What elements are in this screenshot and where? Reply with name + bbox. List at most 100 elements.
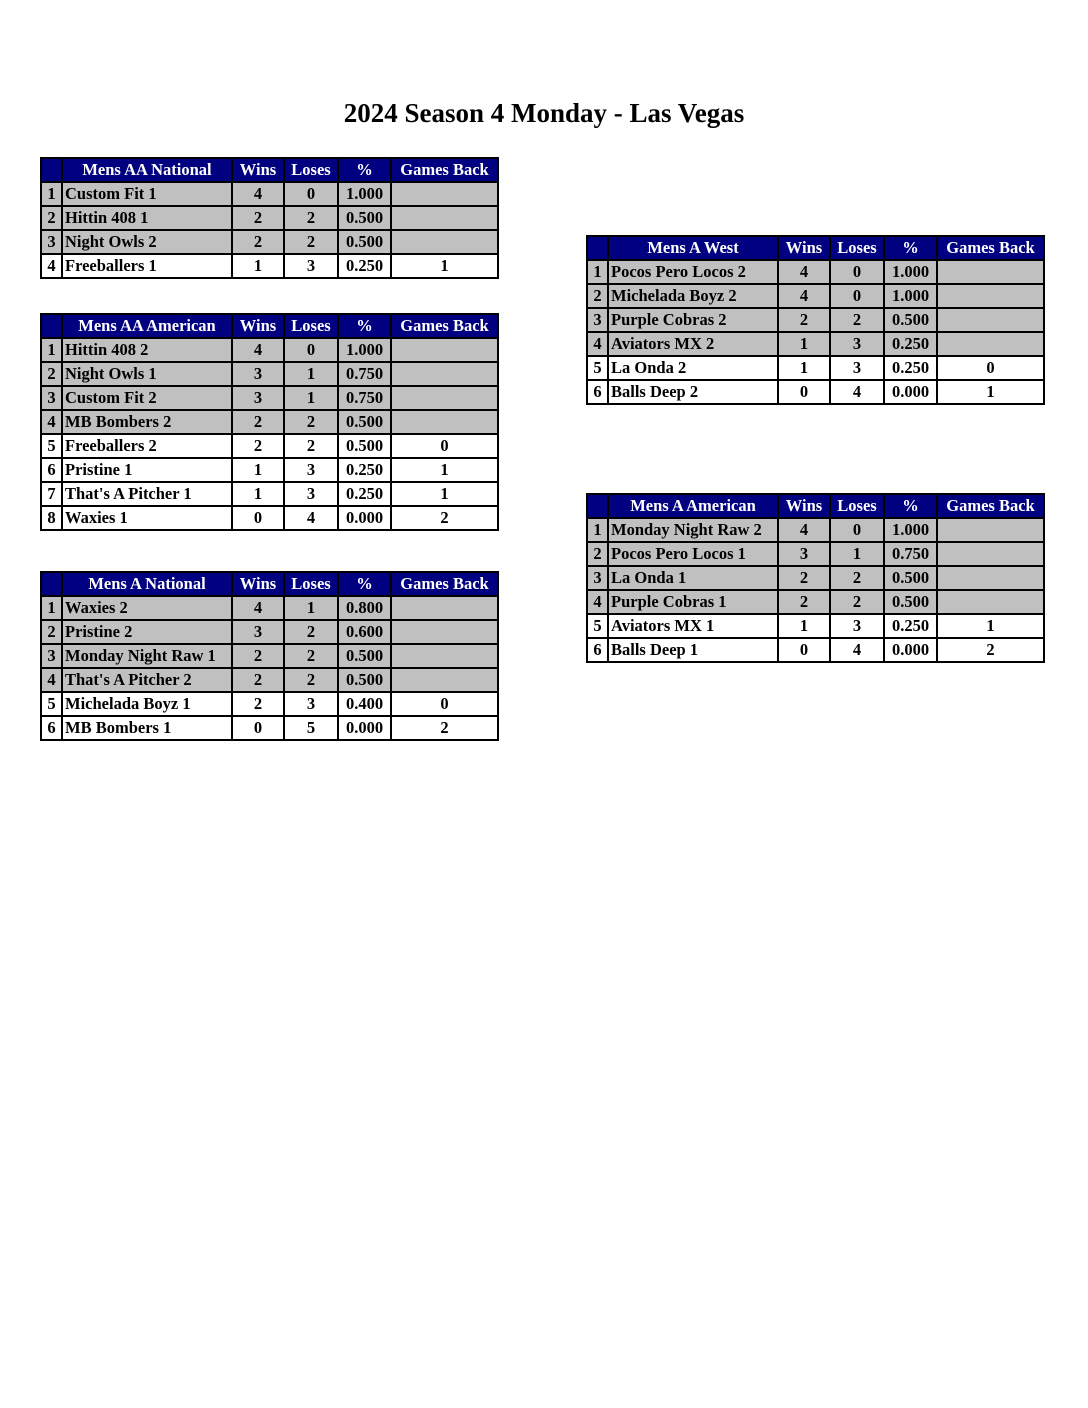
pct-cell: 0.500 [883,589,938,615]
rank-cell: 1 [40,595,63,621]
pct-header: % [883,493,938,519]
team-name-cell: Aviators MX 2 [607,331,779,357]
rank-cell: 1 [586,517,609,543]
loses-cell: 2 [829,307,885,333]
rank-cell: 6 [586,637,609,663]
team-name-cell: Pocos Pero Locos 2 [607,259,779,285]
wins-header: Wins [231,157,285,183]
games-back-cell [390,667,499,693]
loses-cell: 3 [283,481,339,507]
wins-cell: 2 [231,691,285,717]
rank-cell: 4 [586,331,609,357]
rank-cell: 5 [40,433,63,459]
loses-cell: 2 [283,229,339,255]
wins-cell: 3 [777,541,831,567]
team-name-cell: Waxies 1 [61,505,233,531]
games-back-header: Games Back [390,571,499,597]
table-row: 3 Custom Fit 2 3 1 0.750 [40,385,499,411]
loses-header: Loses [829,235,885,261]
loses-cell: 3 [283,253,339,279]
team-name-cell: Hittin 408 2 [61,337,233,363]
header-row: Mens A American Wins Loses% Games Back [586,493,1045,519]
loses-cell: 2 [283,409,339,435]
rank-cell: 1 [40,337,63,363]
wins-cell: 2 [231,205,285,231]
table-row: 6 Balls Deep 2 0 4 0.000 1 [586,379,1045,405]
games-back-cell [936,307,1045,333]
pct-cell: 0.800 [337,595,392,621]
team-name-cell: Monday Night Raw 2 [607,517,779,543]
rank-header [586,235,609,261]
pct-cell: 0.000 [883,379,938,405]
games-back-cell: 2 [936,637,1045,663]
rank-cell: 4 [40,667,63,693]
pct-cell: 0.000 [883,637,938,663]
games-back-header: Games Back [390,313,499,339]
pct-cell: 1.000 [337,181,392,207]
games-back-cell [390,361,499,387]
games-back-cell [390,229,499,255]
rank-header [40,313,63,339]
wins-cell: 2 [231,409,285,435]
loses-cell: 0 [829,283,885,309]
table-row: 5 Michelada Boyz 1 2 3 0.400 0 [40,691,499,717]
table-row: 3 Night Owls 2 2 2 0.500 [40,229,499,255]
games-back-cell: 0 [390,691,499,717]
games-back-header: Games Back [390,157,499,183]
table-row: 2 Michelada Boyz 2 4 0 1.000 [586,283,1045,309]
wins-cell: 1 [777,613,831,639]
team-name-cell: Pocos Pero Locos 1 [607,541,779,567]
loses-cell: 3 [829,331,885,357]
pct-cell: 0.750 [337,385,392,411]
pct-cell: 0.250 [337,457,392,483]
wins-cell: 0 [777,379,831,405]
team-name-cell: Custom Fit 1 [61,181,233,207]
table-row: 6 Pristine 1 1 3 0.250 1 [40,457,499,483]
team-name-cell: That's A Pitcher 2 [61,667,233,693]
pct-cell: 1.000 [883,283,938,309]
wins-cell: 2 [777,589,831,615]
division-title: Mens A National [61,571,233,597]
wins-cell: 1 [231,253,285,279]
rank-cell: 3 [40,643,63,669]
loses-cell: 2 [283,433,339,459]
team-name-cell: Custom Fit 2 [61,385,233,411]
pct-cell: 0.500 [883,307,938,333]
table-row: 4 Aviators MX 2 1 3 0.250 [586,331,1045,357]
games-back-cell [936,517,1045,543]
team-name-cell: Hittin 408 1 [61,205,233,231]
table-row: 6 MB Bombers 1 0 5 0.000 2 [40,715,499,741]
table-row: 1 Hittin 408 2 4 0 1.000 [40,337,499,363]
wins-cell: 2 [231,229,285,255]
games-back-header: Games Back [936,493,1045,519]
loses-header: Loses [283,157,339,183]
team-name-cell: La Onda 2 [607,355,779,381]
pct-cell: 0.250 [883,331,938,357]
loses-cell: 0 [283,337,339,363]
loses-header: Loses [829,493,885,519]
games-back-cell: 2 [390,505,499,531]
loses-cell: 3 [283,691,339,717]
team-name-cell: Purple Cobras 2 [607,307,779,333]
team-name-cell: Waxies 2 [61,595,233,621]
wins-cell: 3 [231,361,285,387]
rank-cell: 4 [40,409,63,435]
games-back-cell [936,283,1045,309]
wins-header: Wins [777,493,831,519]
loses-cell: 4 [829,637,885,663]
pct-cell: 0.400 [337,691,392,717]
loses-cell: 2 [829,565,885,591]
team-name-cell: MB Bombers 2 [61,409,233,435]
rank-cell: 2 [40,619,63,645]
wins-cell: 0 [231,505,285,531]
pct-header: % [337,313,392,339]
rank-cell: 5 [40,691,63,717]
rank-cell: 6 [40,457,63,483]
pct-header: % [883,235,938,261]
table-row: 1 Monday Night Raw 2 4 0 1.000 [586,517,1045,543]
wins-cell: 4 [231,595,285,621]
table-row: 5 Aviators MX 1 1 3 0.250 1 [586,613,1045,639]
team-name-cell: Pristine 2 [61,619,233,645]
games-back-cell [936,259,1045,285]
wins-cell: 3 [231,619,285,645]
